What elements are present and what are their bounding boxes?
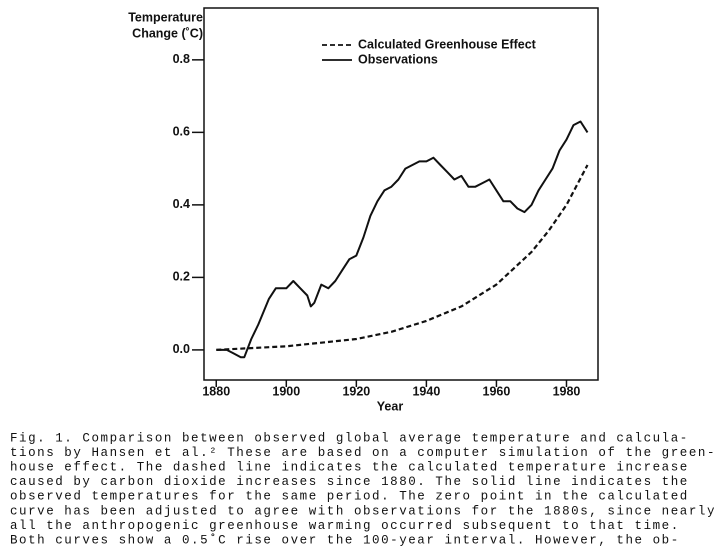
caption-line: Fig. 1. Comparison between observed glob… (10, 431, 689, 445)
x-tick-label: 1880 (202, 384, 230, 398)
x-tick-label: 1920 (342, 384, 370, 398)
caption-line: all the anthropogenic greenhouse warming… (10, 519, 680, 533)
y-tick-label: 0.2 (173, 270, 190, 284)
y-axis-title: Temperature (128, 10, 203, 24)
x-tick-label: 1900 (272, 384, 300, 398)
x-axis-title: Year (377, 399, 404, 413)
y-tick-label: 0.6 (173, 125, 190, 139)
caption-line: house effect. The dashed line indicates … (10, 460, 689, 474)
y-tick-label: 0.4 (173, 197, 190, 211)
series-line (216, 164, 589, 351)
x-tick-label: 1960 (483, 384, 511, 398)
caption-line: Both curves show a 0.5˚C rise over the 1… (10, 533, 680, 547)
caption-line: curve has been adjusted to agree with ob… (10, 504, 714, 518)
caption-line: caused by carbon dioxide increases since… (10, 475, 689, 489)
caption-line: observed temperatures for the same perio… (10, 490, 689, 504)
legend-label: Calculated Greenhouse Effect (358, 37, 537, 51)
y-axis-title: Change (˚C) (132, 26, 203, 40)
caption-line: tions by Hansen et al.² These are based … (10, 446, 714, 460)
plot-frame (203, 7, 599, 381)
y-tick-label: 0.0 (173, 342, 190, 356)
x-tick-label: 1940 (412, 384, 440, 398)
series-line (216, 120, 589, 359)
y-tick-label: 0.8 (173, 52, 190, 66)
x-tick-label: 1980 (553, 384, 581, 398)
legend-label: Observations (358, 52, 438, 66)
